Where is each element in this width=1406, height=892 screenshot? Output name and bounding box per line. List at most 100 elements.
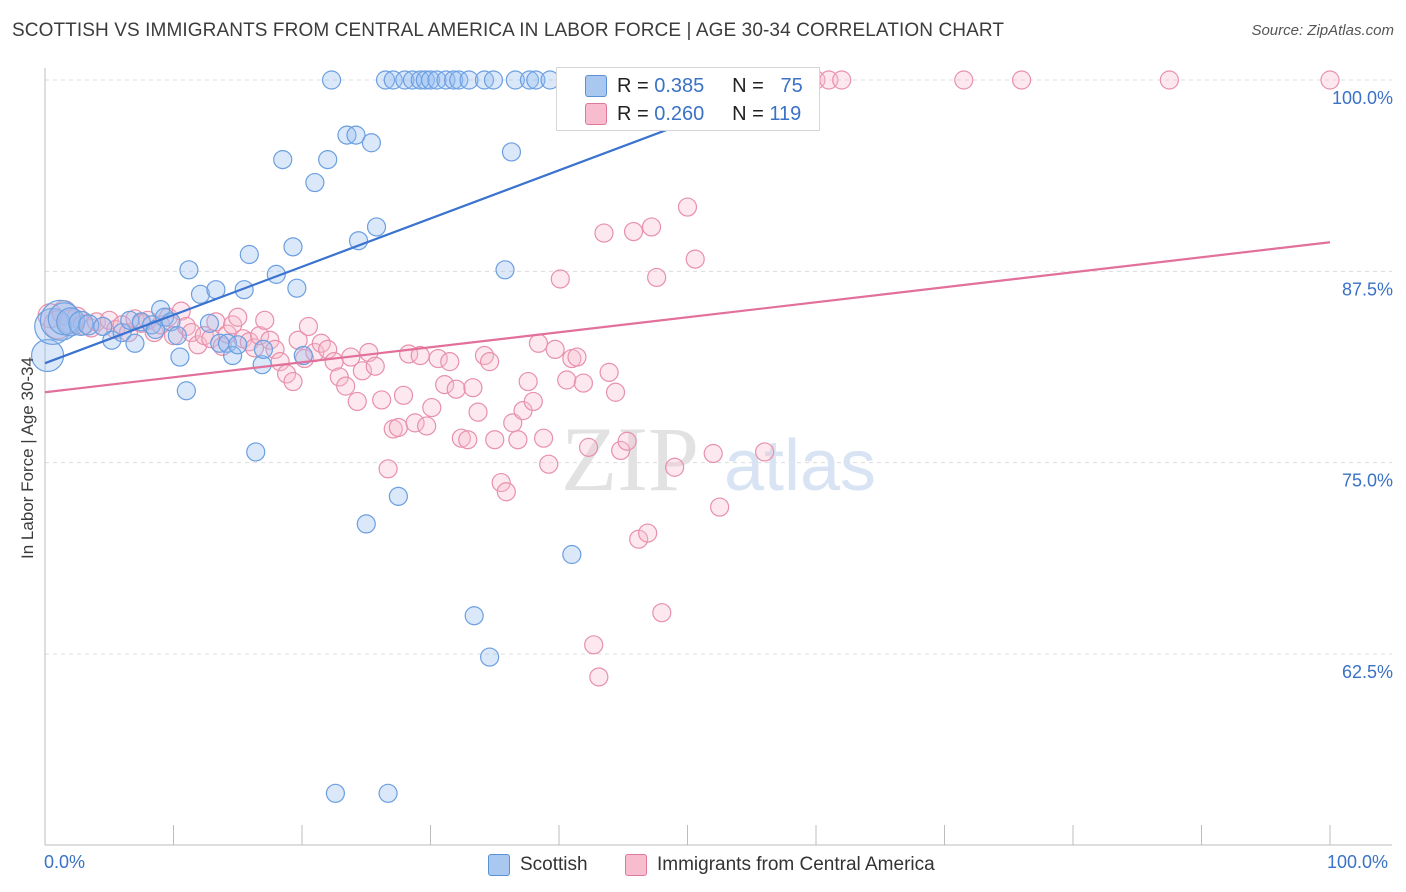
- data-point: [393, 385, 414, 405]
- data-point: [435, 375, 455, 395]
- trend-line-immigrants: [44, 241, 1331, 394]
- data-point: [578, 437, 599, 457]
- axes: [44, 68, 1392, 846]
- data-point: [710, 497, 730, 517]
- data-point: [1011, 70, 1032, 90]
- data-point: [505, 70, 525, 90]
- legend-stats: R = 0.385 N = 75 R = 0.260 N = 119: [556, 67, 820, 131]
- data-point: [176, 381, 196, 401]
- data-point: [234, 280, 254, 300]
- series-scottish-points: [30, 70, 582, 803]
- chart-source: Source: ZipAtlas.com: [1251, 22, 1394, 39]
- data-point: [255, 310, 275, 330]
- data-point: [246, 442, 266, 462]
- data-point: [652, 603, 672, 623]
- data-point: [485, 430, 505, 450]
- legend-label-immigrants: Immigrants from Central America: [657, 854, 935, 875]
- data-point: [78, 314, 100, 336]
- data-point: [449, 70, 469, 90]
- data-point: [346, 125, 366, 145]
- data-point: [228, 307, 248, 327]
- data-point: [446, 379, 466, 399]
- data-point: [557, 370, 577, 390]
- data-point: [325, 783, 346, 803]
- y-tick-label: 100.0%: [1332, 88, 1393, 108]
- data-point: [252, 355, 272, 375]
- data-point: [93, 316, 113, 337]
- data-point: [395, 70, 415, 90]
- data-point: [417, 416, 437, 436]
- data-point: [415, 70, 435, 90]
- legend-r-label: R =: [617, 102, 649, 125]
- legend-swatch-immigrants: [585, 103, 607, 125]
- data-point: [1320, 70, 1340, 90]
- data-point: [483, 70, 504, 90]
- x-tick-label-max: 100.0%: [1327, 852, 1389, 872]
- data-point: [567, 347, 587, 367]
- data-point: [372, 390, 392, 410]
- legend-swatch-scottish: [585, 75, 607, 97]
- y-tick-label: 62.5%: [1342, 662, 1393, 682]
- data-point: [388, 486, 408, 506]
- data-point: [533, 428, 554, 448]
- legend-n-value: 75: [780, 74, 803, 97]
- data-point: [491, 472, 511, 493]
- data-point: [388, 417, 408, 438]
- data-point: [594, 223, 614, 243]
- data-point: [56, 307, 86, 337]
- chart-title: SCOTTISH VS IMMIGRANTS FROM CENTRAL AMER…: [12, 20, 1005, 41]
- legend-item-immigrants[interactable]: Immigrants from Central America: [625, 851, 935, 879]
- data-point: [545, 339, 565, 360]
- bottom-legend: Scottish Immigrants from Central America: [0, 851, 1406, 879]
- data-point: [378, 459, 398, 479]
- data-point: [125, 333, 145, 353]
- y-tick-label: 75.0%: [1342, 471, 1393, 491]
- data-point: [508, 430, 528, 450]
- data-point: [562, 544, 582, 565]
- data-point: [228, 335, 248, 355]
- data-point: [288, 330, 308, 350]
- legend-r-value: 0.385: [654, 74, 705, 97]
- legend-n-label: N =: [732, 102, 764, 125]
- data-point: [405, 413, 425, 433]
- data-point: [336, 376, 356, 396]
- data-point: [190, 284, 211, 304]
- data-point: [422, 397, 442, 418]
- series-immigrants-points: [37, 70, 1340, 687]
- legend-r-label: R =: [617, 74, 649, 97]
- data-point: [179, 260, 199, 280]
- data-point: [495, 260, 515, 280]
- data-point: [474, 345, 495, 366]
- y-tick-labels: 100.0% 87.5% 75.0% 62.5%: [1332, 88, 1393, 682]
- data-point: [496, 482, 516, 502]
- data-point: [605, 382, 626, 402]
- legend-item-scottish[interactable]: Scottish: [488, 851, 588, 879]
- data-point: [703, 443, 723, 464]
- data-point: [617, 431, 637, 451]
- data-point: [347, 391, 367, 412]
- y-axis-label: In Labor Force | Age 30-34: [18, 357, 37, 559]
- data-point: [68, 310, 94, 336]
- data-point: [265, 339, 285, 360]
- watermark: ZIP atlas: [561, 408, 876, 510]
- data-point: [352, 361, 372, 381]
- grid-lines: [45, 79, 1392, 655]
- data-point: [361, 133, 381, 153]
- data-point: [518, 371, 538, 392]
- data-point: [283, 371, 303, 392]
- data-point: [451, 428, 471, 448]
- data-point: [283, 237, 303, 257]
- data-point: [365, 356, 385, 376]
- data-point: [647, 267, 667, 288]
- data-point: [754, 442, 775, 462]
- data-point: [383, 70, 403, 90]
- data-point: [366, 217, 387, 237]
- data-point: [298, 316, 319, 337]
- legend-swatch-scottish: [488, 854, 510, 876]
- data-point: [480, 352, 500, 372]
- data-point: [468, 402, 488, 422]
- data-point: [440, 352, 460, 372]
- data-point: [170, 347, 190, 367]
- data-point: [318, 149, 338, 170]
